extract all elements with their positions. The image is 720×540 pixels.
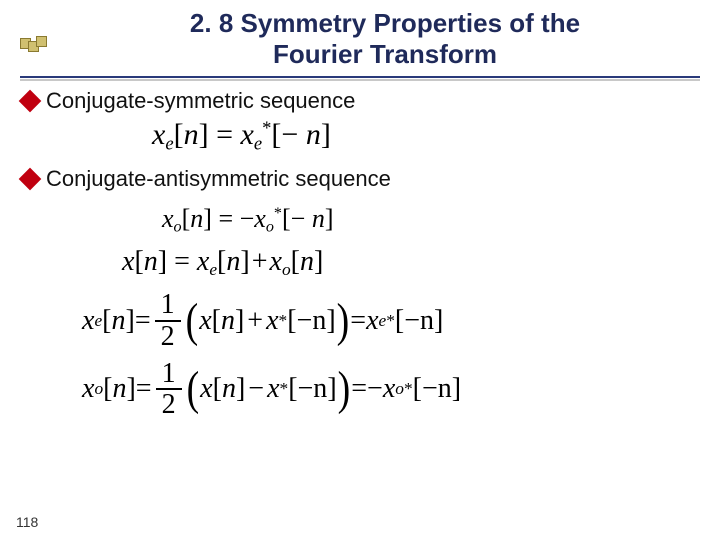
title-block: 2. 8 Symmetry Properties of the Fourier … [0,0,720,72]
page-title: 2. 8 Symmetry Properties of the Fourier … [20,8,700,70]
bullet-1: Conjugate-symmetric sequence [22,88,698,114]
equation-5: xo[n] = 1 2 (x[n]−x*[−n]) = −xo*[−n] [82,359,698,420]
slide-body: Conjugate-symmetric sequence xe[n] = xe*… [0,88,720,419]
equation-3: x[n] = xe[n]+xo[n] [122,246,698,280]
title-underline [20,76,700,78]
page-number: 118 [16,514,38,530]
equation-2: xo[n] = −xo*[− n] [162,204,698,237]
title-line-2: Fourier Transform [273,39,497,69]
fraction-icon: 1 2 [155,290,181,351]
title-line-1: 2. 8 Symmetry Properties of the [190,8,580,38]
diamond-icon [19,90,42,113]
bullet-2: Conjugate-antisymmetric sequence [22,166,698,192]
equation-4: xe[n] = 1 2 (x[n]+x*[−n]) = xe*[−n] [82,290,698,351]
title-decor-icon [20,38,68,52]
slide: 2. 8 Symmetry Properties of the Fourier … [0,0,720,540]
bullet-2-text: Conjugate-antisymmetric sequence [46,166,391,192]
diamond-icon [19,167,42,190]
bullet-1-text: Conjugate-symmetric sequence [46,88,355,114]
equation-1: xe[n] = xe*[− n] [152,118,698,155]
fraction-icon: 1 2 [156,359,182,420]
